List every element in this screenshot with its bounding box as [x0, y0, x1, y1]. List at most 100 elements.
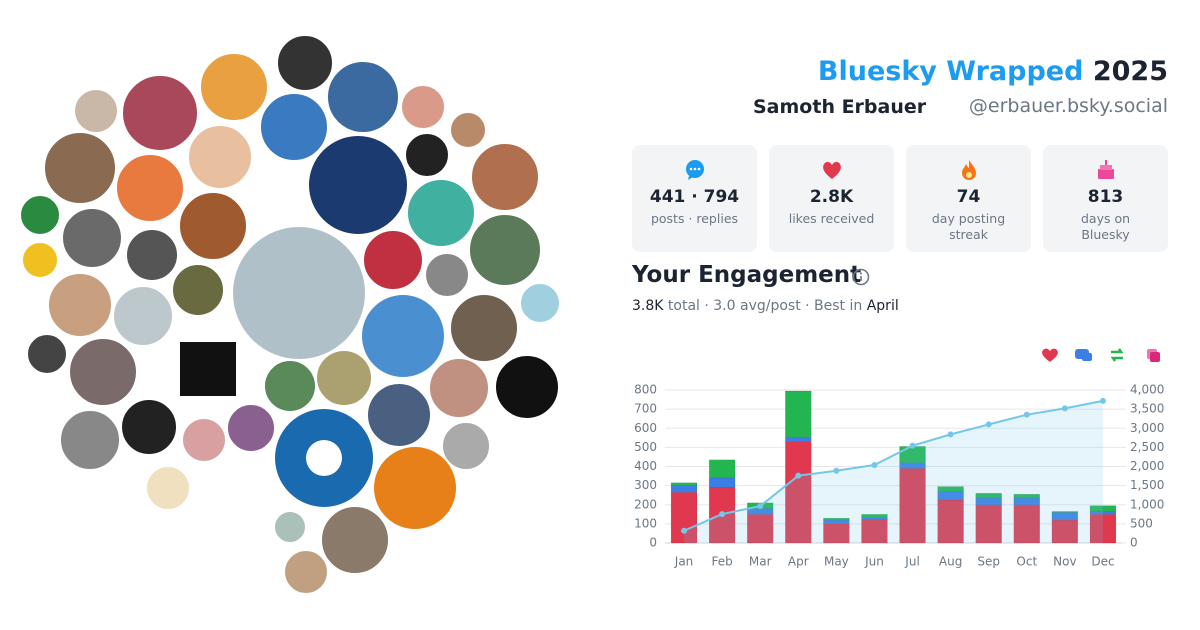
user-handle: @erbauer.bsky.social	[968, 95, 1168, 117]
y-tick-label: 300	[634, 478, 657, 492]
line-point	[947, 431, 954, 438]
y-tick-label: 100	[634, 516, 657, 530]
y-tick-label: 200	[634, 497, 657, 511]
x-tick-label: Nov	[1053, 555, 1076, 569]
bar-segment	[899, 468, 926, 544]
y2-tick-label: 3,000	[1130, 421, 1164, 435]
y-tick-label: 400	[634, 459, 657, 473]
x-tick-label: Oct	[1016, 555, 1037, 569]
x-tick-label: Jul	[904, 555, 919, 569]
bar-segment	[1089, 514, 1117, 544]
bar-segment	[670, 485, 698, 493]
y2-tick-label: 1,000	[1130, 497, 1164, 511]
line-point	[833, 467, 840, 474]
x-tick-label: Sep	[977, 555, 1000, 569]
bar-segment	[670, 482, 698, 486]
bar-segment	[1051, 511, 1079, 513]
stat-card: 441 · 794 posts · replies	[632, 145, 757, 252]
bar-segment	[785, 436, 812, 442]
line-area	[684, 400, 1103, 543]
stat-card: 74 day posting streak	[906, 145, 1031, 252]
y-tick-label: 500	[634, 440, 657, 454]
x-tick-label: Jan	[674, 555, 694, 569]
stat-label: posts · replies	[650, 211, 739, 226]
bar-segment	[975, 504, 1002, 544]
info-icon[interactable]	[852, 268, 870, 286]
bar-segment	[747, 514, 774, 544]
y2-tick-label: 2,500	[1130, 440, 1164, 454]
line-point	[909, 442, 916, 449]
stat-value: 74	[956, 187, 981, 207]
stat-label: likes received	[788, 211, 875, 226]
bar-segment	[1051, 519, 1079, 544]
stat-icon	[822, 161, 841, 179]
engagement-chart: 0 100 200 300 400 500 600 700 800 0 500 1,000 1,500 2…	[634, 348, 1164, 569]
bar-segment	[937, 499, 964, 544]
bar-segment	[785, 441, 812, 544]
y-tick-label: 800	[634, 383, 657, 397]
line-point	[795, 472, 802, 479]
bar-segment	[1013, 504, 1040, 544]
line-point	[1099, 397, 1106, 404]
title: Bluesky Wrapped 2025	[818, 56, 1168, 87]
bar-segment	[708, 477, 736, 488]
y-tick-label: 600	[634, 421, 657, 435]
y-tick-label: 700	[634, 402, 657, 416]
title-brand: Bluesky Wrapped	[817, 56, 1084, 87]
y2-tick-label: 1,500	[1130, 478, 1164, 492]
y2-tick-label: 500	[1130, 516, 1153, 530]
x-tick-label: Dec	[1091, 555, 1114, 569]
y2-tick-label: 2,000	[1130, 459, 1164, 473]
total: 3.8K	[632, 298, 664, 314]
stat-value: 2.8K	[809, 187, 854, 207]
bar-segment	[785, 390, 812, 438]
stat-icon	[1097, 160, 1114, 179]
y-tick-label: 0	[649, 536, 657, 550]
legend-icon[interactable]	[1042, 348, 1058, 362]
y2-tick-label: 3,500	[1130, 402, 1164, 416]
stat-card: 2.8K likes received	[769, 145, 894, 252]
avatar-cloud	[19, 34, 561, 595]
bar-segment	[899, 462, 926, 469]
stat-label: days on Bluesky	[1080, 211, 1131, 242]
x-tick-label: May	[824, 555, 849, 569]
bar-segment	[1089, 505, 1117, 512]
line-point	[681, 527, 688, 534]
x-tick-label: Aug	[939, 555, 962, 569]
section-heading: Your Engagement	[632, 262, 862, 288]
stat-card: 813 days on Bluesky	[1043, 145, 1168, 252]
engagement-summary: 3.8K total · 3.0 avg/post · Best in Apri…	[632, 298, 899, 314]
bar-segment	[823, 517, 850, 521]
line-point	[985, 421, 992, 428]
bar-segment	[937, 486, 964, 492]
line	[683, 399, 1104, 532]
summary-text: total · 3.0 avg/post · Best in	[667, 298, 863, 314]
x-tick-label: Feb	[712, 555, 733, 569]
line-point	[1023, 411, 1030, 418]
legend-icon[interactable]	[1110, 348, 1124, 362]
bar-segment	[975, 493, 1002, 499]
legend	[1042, 348, 1160, 362]
stat-value: 441 · 794	[649, 187, 740, 207]
bar-segment	[861, 514, 888, 518]
bar-segment	[670, 492, 698, 544]
stat-icon	[961, 160, 976, 180]
y2-tick-label: 4,000	[1130, 383, 1164, 397]
bar-segment	[1013, 493, 1040, 499]
bar-segment	[708, 459, 736, 479]
stat-label: day posting streak	[931, 211, 1006, 242]
x-tick-label: Mar	[749, 555, 772, 569]
x-tick-label: Apr	[788, 555, 809, 569]
best-month: April	[866, 298, 899, 314]
stat-icon	[685, 160, 704, 180]
line-point	[757, 503, 764, 510]
x-tick-label: Jun	[864, 555, 884, 569]
stat-value: 813	[1087, 187, 1124, 207]
line-point	[719, 511, 726, 518]
title-year: 2025	[1092, 56, 1168, 87]
line-point	[871, 461, 878, 468]
line-point	[1061, 405, 1068, 412]
y2-tick-label: 0	[1130, 536, 1138, 550]
user-name: Samoth Erbauer	[753, 96, 927, 118]
